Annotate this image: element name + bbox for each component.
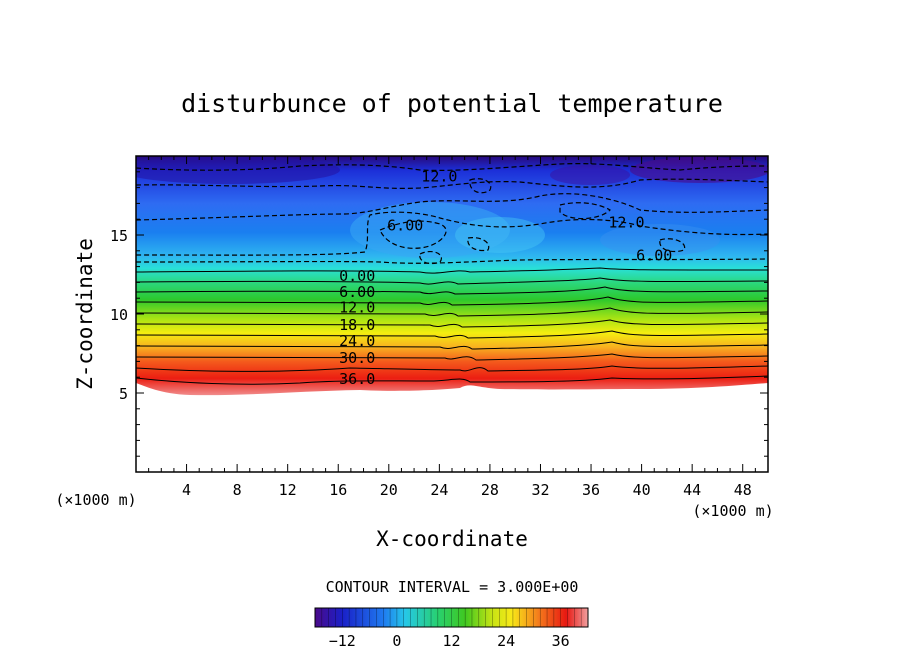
x-tick-label: 4	[182, 481, 191, 499]
contour-label: 36.0	[339, 370, 375, 388]
light-patch-center2	[455, 217, 545, 253]
y-axis-unit: (×1000 m)	[55, 491, 136, 509]
dark-patch-top-left	[136, 156, 340, 184]
contour-label: 6.00	[636, 247, 672, 265]
plot-area: 12.06.00 12.06.000.006.0012.018.024.030.0…	[136, 156, 768, 396]
contour-labels: 12.06.00 12.06.000.006.0012.018.024.030.0…	[339, 168, 672, 388]
x-tick-label: 28	[481, 481, 499, 499]
x-tick-label: 36	[582, 481, 600, 499]
contour-label: 12.0	[608, 213, 644, 231]
contour-interval: CONTOUR INTERVAL = 3.000E+00	[326, 578, 579, 596]
colorbar-tick-label: 0	[392, 632, 401, 650]
contour-label: 0.00	[339, 267, 375, 285]
x-axis-unit: (×1000 m)	[692, 502, 773, 520]
x-tick-label: 48	[734, 481, 752, 499]
x-tick-label: 8	[233, 481, 242, 499]
contour-label: 6.00	[339, 283, 375, 301]
y-tick-label: 5	[119, 385, 128, 403]
y-axis-ticks: 5 10 15	[110, 171, 768, 457]
chart-title: disturbunce of potential temperature	[181, 89, 723, 118]
x-tick-label: 44	[683, 481, 701, 499]
x-axis-label: X-coordinate	[376, 527, 528, 551]
contour-label: 12.0	[339, 299, 375, 317]
contour-label: 18.0	[339, 316, 375, 334]
x-tick-label: 32	[531, 481, 549, 499]
x-tick-label: 24	[430, 481, 448, 499]
dark-patch-top-mid	[550, 165, 630, 185]
colorbar-stripes	[314, 608, 589, 627]
y-tick-label: 10	[110, 306, 128, 324]
x-tick-label: 40	[633, 481, 651, 499]
dashed-contours	[136, 163, 768, 265]
light-patch-center	[350, 202, 510, 258]
solid-contours	[136, 267, 768, 385]
y-axis-label: Z-coordinate	[73, 238, 97, 390]
colorbar-tick-label: −12	[329, 632, 356, 650]
colorbar-tick-label: 36	[552, 632, 570, 650]
x-tick-label: 20	[380, 481, 398, 499]
contour-label: 24.0	[339, 332, 375, 350]
y-tick-label: 15	[110, 227, 128, 245]
contour-label: 6.00	[387, 217, 423, 235]
x-tick-label: 12	[279, 481, 297, 499]
colorbar-ticks: −12 0 12 24 36	[329, 632, 570, 650]
colorbar-tick-label: 12	[442, 632, 460, 650]
x-axis-ticks: 4 8 12 16 20 24 28 32 36 40 44 48	[148, 156, 756, 499]
contour-label: 30.0	[339, 349, 375, 367]
dark-patch-top-right	[630, 157, 768, 183]
x-tick-label: 16	[329, 481, 347, 499]
colorbar-tick-label: 24	[497, 632, 515, 650]
contour-label: 12.0	[421, 168, 457, 186]
